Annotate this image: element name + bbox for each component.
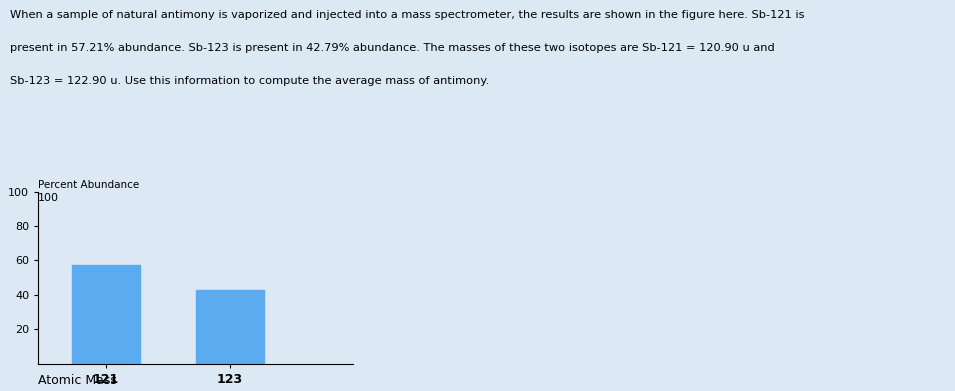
Text: Percent Abundance: Percent Abundance: [38, 179, 139, 190]
Text: 100: 100: [38, 193, 59, 203]
Text: Sb-123 = 122.90 u. Use this information to compute the average mass of antimony.: Sb-123 = 122.90 u. Use this information …: [10, 76, 489, 86]
Bar: [73, 265, 140, 364]
Text: When a sample of natural antimony is vaporized and injected into a mass spectrom: When a sample of natural antimony is vap…: [10, 10, 804, 20]
Text: Atomic Mass: Atomic Mass: [38, 374, 117, 387]
Bar: [196, 290, 264, 364]
Text: present in 57.21% abundance. Sb-123 is present in 42.79% abundance. The masses o: present in 57.21% abundance. Sb-123 is p…: [10, 43, 775, 53]
